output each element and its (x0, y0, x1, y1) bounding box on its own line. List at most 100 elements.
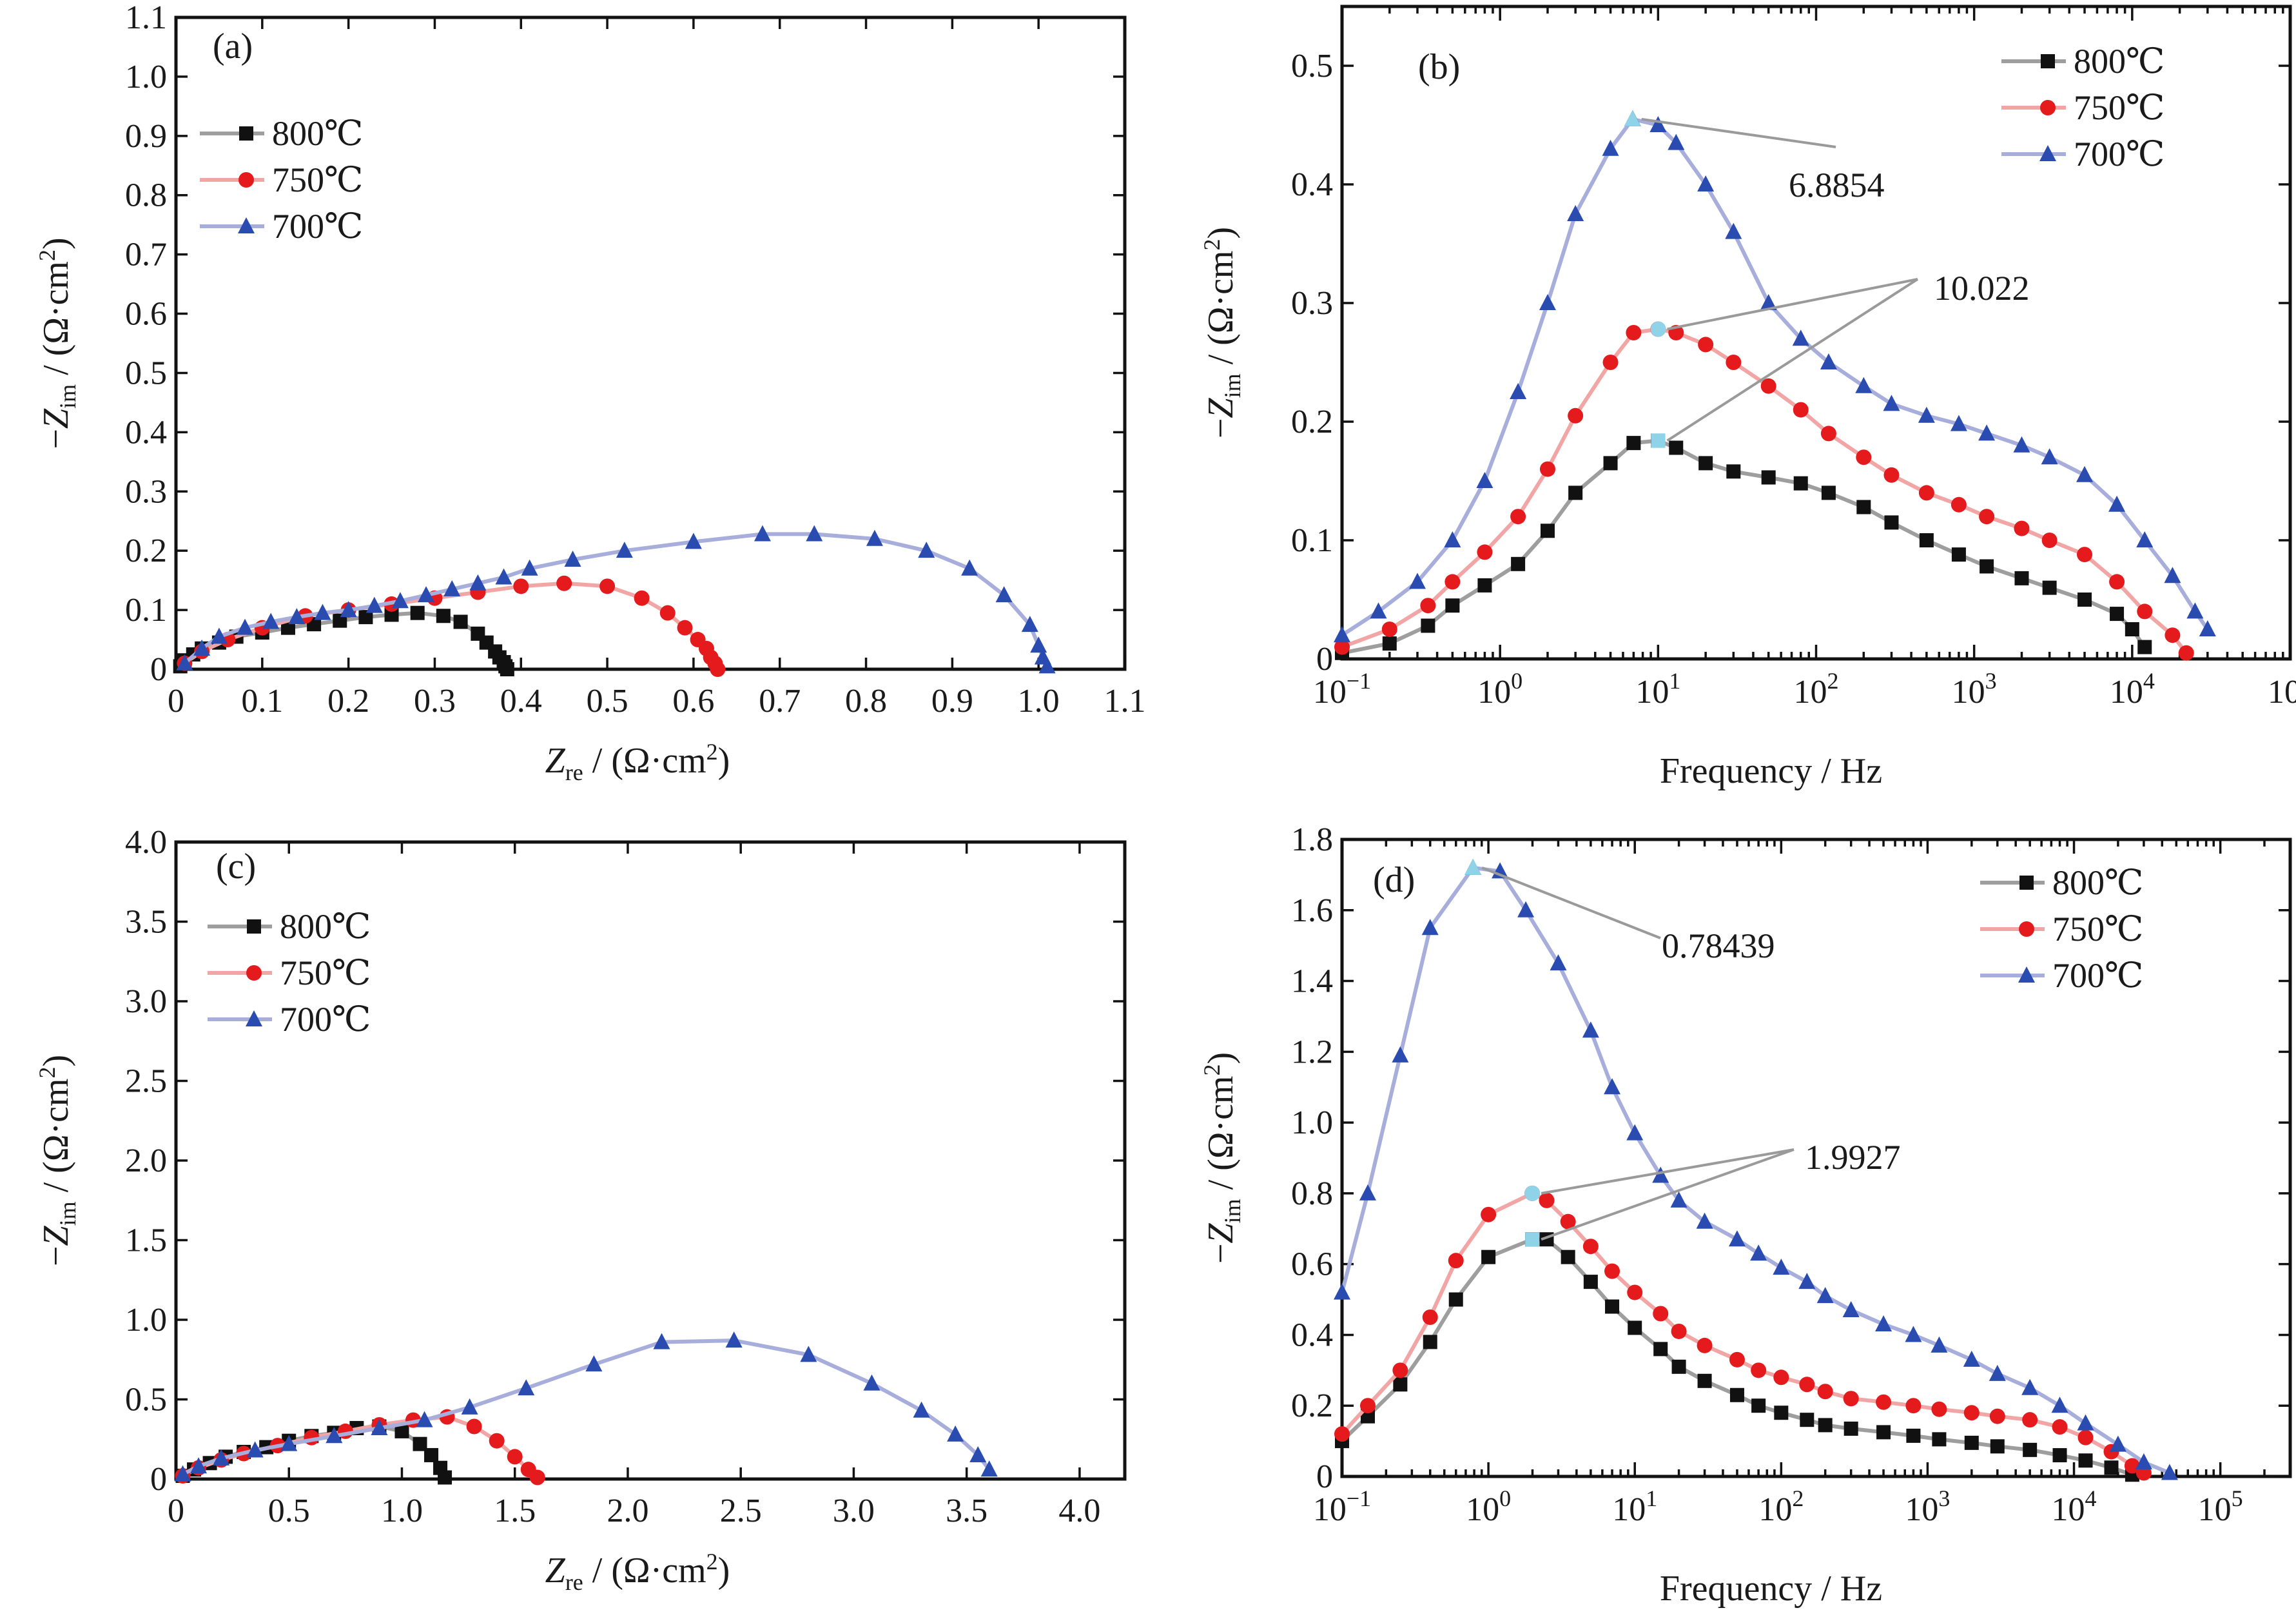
data-point-800 (1729, 1387, 1744, 1402)
data-point-750 (634, 590, 650, 606)
data-point-700 (280, 1435, 298, 1451)
legend-marker-750 (238, 172, 254, 188)
data-point-800 (1421, 618, 1435, 633)
x-tick-label: 1.5 (494, 1493, 536, 1529)
data-point-700 (1359, 1184, 1376, 1200)
y-axis-label: −Zim / (Ω·cm2) (34, 237, 81, 449)
y-tick-label: 0.1 (1291, 522, 1333, 559)
data-point-800 (410, 605, 425, 620)
y-tick-label: 2.0 (125, 1142, 167, 1179)
data-point-800 (1477, 578, 1492, 593)
data-point-700 (1728, 1230, 1746, 1247)
y-tick-label: 1.0 (125, 59, 167, 95)
data-point-750 (1918, 485, 1934, 501)
data-point-750 (2137, 603, 2153, 620)
data-point-700 (754, 525, 771, 542)
data-point-700 (616, 542, 633, 558)
data-point-750 (489, 1433, 505, 1449)
x-tick-label: 102 (1758, 1485, 1804, 1528)
series-750 (175, 1409, 545, 1485)
x-tick-label: 4.0 (1058, 1493, 1100, 1529)
legend-marker-700 (2039, 145, 2056, 161)
data-point-700 (918, 542, 935, 558)
data-point-700 (2041, 448, 2058, 465)
data-point-800 (1448, 1292, 1463, 1307)
plot-frame (174, 15, 1127, 671)
data-point-750 (2109, 574, 2125, 590)
data-point-800 (453, 614, 468, 629)
y-tick-label: 0.9 (125, 118, 167, 155)
data-point-700 (1798, 1273, 1816, 1289)
data-point-750 (1539, 1192, 1555, 1208)
legend-label-750: 750℃ (2074, 88, 2165, 127)
data-point-750 (2124, 1458, 2140, 1474)
y-tick-label: 3.5 (125, 904, 167, 941)
data-point-700 (2199, 620, 2216, 636)
annotation-leader (1541, 1148, 1795, 1195)
x-tick-label: 105 (2268, 668, 2296, 710)
data-point-700 (190, 1457, 208, 1474)
data-point-750 (1856, 449, 1872, 466)
data-point-800 (2104, 1460, 2119, 1475)
legend-label-750: 750℃ (272, 161, 363, 199)
x-tick-label: 104 (2110, 668, 2155, 710)
data-point-700 (1567, 205, 1584, 221)
x-axis-label: Frequency / Hz (1660, 1569, 1882, 1609)
data-point-700 (391, 592, 409, 609)
data-point-750 (2022, 1412, 2038, 1428)
data-point-800 (2042, 580, 2057, 595)
data-point-800 (1561, 1250, 1575, 1264)
data-point-700 (237, 618, 254, 635)
data-point-800 (413, 1436, 427, 1451)
legend: 800℃ 750℃ 700℃ (208, 907, 371, 1039)
data-point-700 (1392, 1046, 1409, 1063)
legend-marker-750 (246, 965, 262, 981)
data-point-700 (1670, 1191, 1688, 1208)
data-point-800 (1698, 456, 1713, 471)
panel-label: (d) (1373, 860, 1415, 900)
data-point-700 (1517, 901, 1535, 917)
series-750 (1334, 321, 2194, 661)
data-point-700 (2161, 1464, 2178, 1480)
data-point-750 (1963, 1405, 1980, 1421)
chart-panel-b: 0 0.1 0.2 0.3 0.4 0.5 10−1 100 101 102 103 104 105 −Z… (1199, 5, 2296, 791)
peak-marker-800 (1651, 433, 1666, 448)
data-point-800 (1793, 476, 1808, 491)
y-tick-label: 0.4 (1291, 166, 1333, 203)
x-tick-label: 1.0 (381, 1493, 423, 1529)
legend-label-800: 800℃ (2074, 42, 2165, 81)
annotation-label: 6.8854 (1789, 166, 1885, 204)
data-point-700 (288, 608, 306, 625)
annotations: 6.8854 10.022 (1641, 117, 2030, 442)
data-point-800 (1906, 1428, 1921, 1443)
data-point-800 (1445, 598, 1460, 613)
legend-marker-800 (239, 126, 253, 141)
data-point-750 (1422, 1309, 1438, 1325)
data-point-700 (174, 1465, 191, 1482)
data-point-700 (443, 580, 461, 596)
data-point-750 (1359, 1398, 1376, 1414)
y-tick-label: 0.8 (1291, 1175, 1333, 1212)
data-point-700 (1963, 1350, 1980, 1367)
data-point-700 (1792, 329, 1809, 346)
legend-label-700: 700℃ (2052, 956, 2143, 995)
data-point-800 (333, 613, 347, 628)
series-700 (174, 1331, 998, 1482)
data-point-700 (585, 1355, 603, 1372)
data-point-700 (969, 1446, 987, 1462)
y-tick-label: 1.0 (125, 1302, 167, 1338)
data-point-750 (1560, 1213, 1576, 1230)
peak-marker-750 (1524, 1185, 1541, 1201)
data-point-700 (340, 601, 357, 618)
data-point-700 (326, 1427, 343, 1444)
data-point-750 (1604, 1263, 1620, 1279)
data-point-800 (1605, 1299, 1620, 1314)
y-tick-label: 1.4 (1291, 963, 1333, 1000)
y-tick-label: 1.1 (125, 0, 167, 36)
x-tick-label: 0.4 (500, 683, 542, 720)
y-tick-label: 0 (1316, 641, 1333, 678)
data-point-700 (1842, 1301, 1860, 1318)
y-tick-label: 0 (1316, 1458, 1333, 1495)
y-tick-label: 2.5 (125, 1063, 167, 1100)
data-point-800 (1774, 1406, 1789, 1420)
